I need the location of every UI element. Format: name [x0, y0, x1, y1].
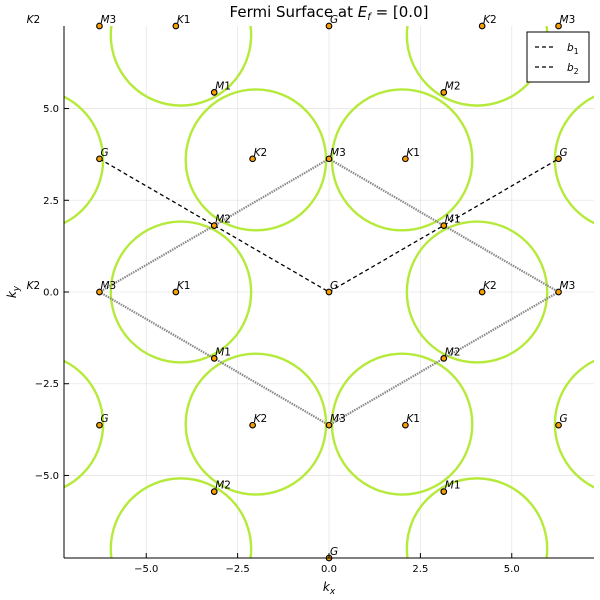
point-marker-22 [440, 355, 448, 362]
point-marker-1 [96, 22, 103, 30]
point-label-1: M3 [100, 14, 116, 26]
y-tick-label-2: 0.0 [43, 288, 59, 299]
fermi-contour-2 [109, 477, 253, 558]
point-marker-28 [210, 488, 218, 495]
point-label-23: G [100, 413, 108, 425]
point-label-16: M3 [100, 280, 116, 292]
point-marker-21 [210, 355, 218, 362]
legend-box [526, 31, 590, 83]
point-marker-19 [478, 288, 486, 296]
point-marker-29 [440, 488, 448, 495]
y-tick-label-1: −2.5 [35, 379, 59, 390]
point-marker-8 [96, 155, 103, 163]
legend-label-1: b2 [567, 62, 579, 76]
point-label-25: M3 [330, 413, 346, 425]
fermi-contour-10 [553, 95, 594, 225]
x-tick-label-4: 5.0 [504, 564, 520, 575]
fermi-contour-12 [64, 95, 105, 225]
point-marker-11 [402, 155, 409, 163]
point-label-30: G [330, 546, 338, 558]
point-label-0: K2 [27, 14, 41, 26]
point-marker-14 [440, 222, 448, 229]
point-label-27: G [560, 413, 568, 425]
point-label-18: G [330, 280, 338, 292]
tick-labels: −5.0 −2.5 0.0 2.5 5.0 −5.0 −2.5 0.0 2.5 5.0 [35, 104, 520, 575]
x-tick-label-3: 2.5 [412, 564, 428, 575]
vector-b2 [328, 158, 559, 293]
x-axis-label: kx [323, 580, 336, 597]
fermi-contour-5 [405, 477, 549, 558]
y-axis-label: ky [5, 285, 22, 298]
vector-b1 [99, 158, 330, 293]
point-label-7: M2 [445, 80, 461, 92]
point-label-15: K2 [27, 280, 41, 292]
point-label-19: K2 [483, 280, 497, 292]
x-tick-label-2: 0.0 [321, 564, 337, 575]
point-marker-5 [555, 22, 562, 30]
point-label-2: K1 [177, 14, 191, 26]
y-tick-label-3: 2.5 [43, 196, 59, 207]
point-label-6: M1 [215, 80, 231, 92]
fermi-contour-4 [405, 220, 549, 364]
point-marker-3 [325, 22, 333, 30]
fermi-contour-11 [553, 359, 594, 489]
fermi-contour-6 [184, 88, 328, 232]
point-label-22: M2 [445, 346, 461, 358]
reciprocal-vectors [99, 158, 559, 293]
fermi-contour-0 [109, 26, 253, 107]
point-marker-9 [249, 155, 256, 163]
point-label-9: K2 [254, 147, 268, 159]
point-label-20: M3 [560, 280, 576, 292]
point-label-5: M3 [560, 14, 576, 26]
point-label-29: M1 [445, 480, 461, 492]
point-label-17: K1 [177, 280, 191, 292]
point-marker-26 [402, 421, 409, 429]
point-marker-6 [210, 89, 218, 96]
point-marker-17 [172, 288, 180, 296]
point-marker-2 [172, 22, 180, 30]
point-marker-13 [210, 222, 218, 229]
point-label-13: M2 [215, 214, 231, 226]
point-label-11: K1 [406, 147, 420, 159]
fermi-contour-1 [109, 220, 253, 364]
x-tick-label-1: −2.5 [225, 564, 249, 575]
fermi-contour-13 [64, 359, 105, 489]
chart-title: Fermi Surface at Ef = [0.0] [230, 3, 429, 23]
axes [63, 26, 594, 559]
point-marker-12 [555, 155, 562, 163]
y-tick-label-4: 5.0 [43, 104, 59, 115]
point-label-26: K1 [406, 413, 420, 425]
point-marker-23 [96, 421, 103, 429]
fermi-contour-8 [330, 88, 474, 232]
x-tick-label-0: −5.0 [134, 564, 158, 575]
grid [64, 26, 594, 558]
point-label-4: K2 [483, 14, 497, 26]
point-marker-7 [440, 89, 448, 96]
high-symmetry-points: K2 M3 K1 G K2 M3 M1 M2 G K2 M3 K1 G M2 M1 K2 M3 K1 G K2 M3 M1… [27, 14, 576, 562]
point-marker-25 [325, 421, 333, 429]
point-marker-24 [249, 421, 256, 429]
point-marker-10 [325, 155, 333, 163]
point-label-8: G [100, 147, 108, 159]
point-marker-27 [555, 421, 562, 429]
point-label-28: M2 [215, 480, 231, 492]
point-marker-18 [325, 288, 333, 296]
point-marker-4 [478, 22, 486, 30]
point-label-12: G [560, 147, 568, 159]
point-label-24: K2 [254, 413, 268, 425]
point-marker-16 [96, 288, 103, 296]
y-tick-label-0: −5.0 [35, 471, 59, 482]
fermi-contour-9 [330, 352, 474, 496]
point-label-10: M3 [330, 147, 346, 159]
point-label-3: G [330, 14, 338, 26]
point-label-14: M1 [445, 214, 461, 226]
legend-label-0: b1 [567, 42, 579, 56]
point-marker-20 [555, 288, 562, 296]
point-label-21: M1 [215, 346, 231, 358]
